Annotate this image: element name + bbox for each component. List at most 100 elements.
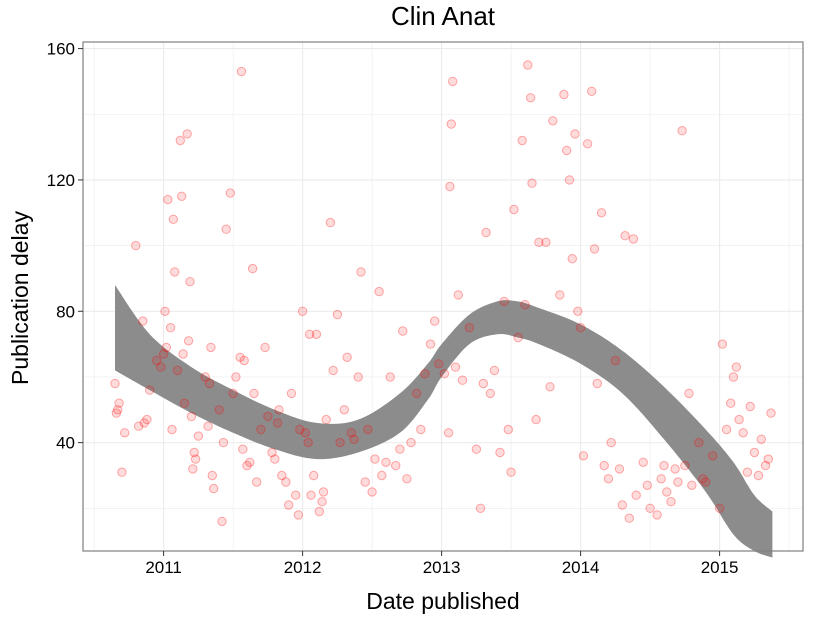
data-point: [513, 332, 523, 343]
data-point: [587, 86, 597, 97]
data-point: [346, 428, 356, 438]
confidence-band-area: [115, 285, 773, 558]
data-point: [527, 178, 537, 188]
data-point: [525, 93, 536, 103]
data-point: [318, 487, 329, 497]
data-point: [398, 326, 408, 336]
data-point: [666, 497, 676, 507]
data-point: [317, 497, 327, 507]
data-point: [374, 286, 384, 297]
data-point: [242, 460, 252, 471]
data-point: [578, 451, 589, 461]
data-point: [680, 460, 690, 471]
data-point: [225, 188, 236, 198]
data-point: [182, 129, 192, 139]
data-point: [545, 382, 555, 392]
data-point: [756, 434, 766, 444]
data-point: [503, 424, 513, 435]
data-point: [495, 447, 505, 458]
data-point: [531, 414, 541, 425]
data-point: [673, 477, 683, 487]
data-point: [406, 437, 416, 448]
data-point: [158, 349, 169, 359]
data-point: [204, 378, 215, 389]
data-point: [218, 437, 229, 448]
data-point: [448, 76, 458, 87]
data-point: [291, 490, 301, 500]
data-point: [203, 421, 213, 431]
data-point: [745, 401, 755, 412]
data-point: [599, 460, 609, 471]
data-point: [589, 244, 600, 254]
data-point: [163, 194, 173, 205]
data-point: [190, 454, 201, 464]
data-point: [111, 408, 122, 418]
data-point: [207, 470, 218, 481]
data-point: [481, 227, 491, 238]
data-point: [309, 470, 319, 481]
data-point: [606, 437, 616, 448]
data-point: [453, 290, 463, 300]
data-point: [475, 503, 486, 513]
data-point: [728, 372, 739, 382]
data-point: [270, 454, 280, 464]
y-axis: 40 80 120 160: [47, 40, 83, 453]
data-point: [708, 451, 718, 461]
data-point: [177, 191, 187, 202]
x-tick-label: 2012: [284, 558, 322, 577]
data-point: [145, 385, 155, 395]
data-point: [328, 365, 338, 376]
data-point: [303, 437, 313, 448]
data-point: [687, 480, 697, 490]
x-tick-label: 2011: [145, 558, 182, 577]
data-point: [165, 323, 176, 333]
data-point: [168, 214, 179, 225]
data-point: [142, 414, 152, 425]
data-point: [256, 424, 266, 435]
data-point: [464, 323, 475, 333]
data-point: [631, 490, 641, 500]
data-point: [610, 355, 621, 366]
data-point: [178, 349, 188, 359]
data-point: [138, 316, 148, 326]
data-point: [559, 89, 569, 100]
data-points: [110, 60, 776, 527]
data-point: [193, 431, 204, 441]
data-point: [434, 359, 444, 369]
data-point: [189, 447, 199, 458]
data-point: [638, 457, 648, 467]
data-point: [175, 135, 186, 146]
data-point: [446, 119, 456, 129]
data-point: [349, 434, 359, 444]
data-point: [228, 388, 238, 399]
data-point: [499, 296, 509, 307]
data-point: [570, 129, 580, 139]
data-point: [120, 428, 130, 438]
data-point: [277, 470, 287, 481]
data-point: [749, 447, 760, 458]
data-point: [717, 339, 728, 349]
data-point: [311, 329, 322, 339]
data-point: [534, 237, 544, 248]
data-point: [395, 444, 405, 454]
data-point: [314, 506, 324, 517]
data-point: [183, 336, 194, 346]
data-point: [114, 398, 124, 408]
data-point: [325, 217, 336, 228]
data-point: [698, 474, 708, 484]
data-point: [235, 352, 245, 362]
data-point: [721, 424, 732, 435]
data-point: [652, 510, 662, 520]
y-tick-label: 40: [56, 434, 75, 453]
data-point: [555, 290, 565, 300]
data-point: [238, 444, 248, 454]
data-point: [541, 237, 551, 248]
data-point: [620, 231, 630, 241]
data-point: [245, 457, 255, 467]
data-point: [564, 175, 575, 185]
data-point: [217, 516, 227, 527]
data-point: [360, 477, 370, 487]
data-point: [617, 500, 627, 510]
data-point: [170, 267, 180, 277]
chart-title: Clin Anat: [391, 1, 496, 31]
